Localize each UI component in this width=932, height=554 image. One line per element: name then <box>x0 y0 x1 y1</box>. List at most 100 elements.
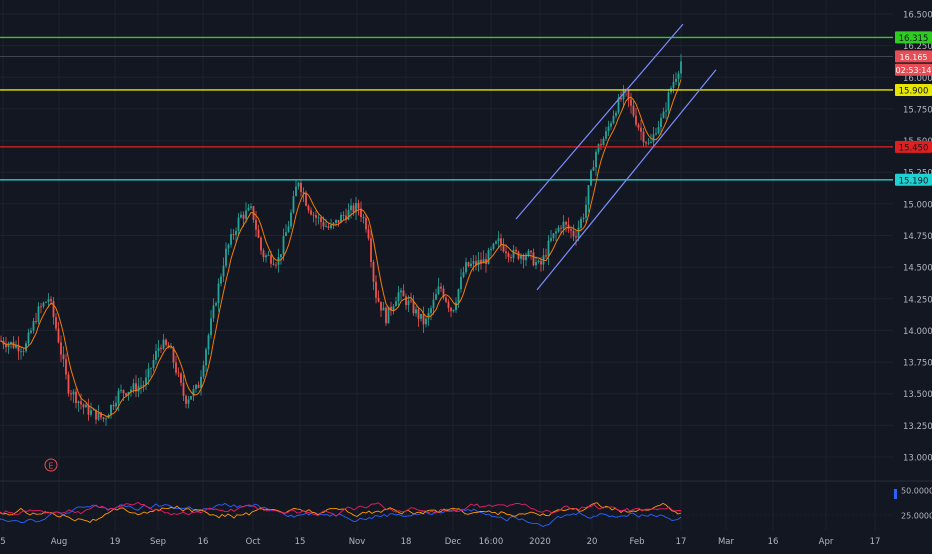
candle-body <box>332 222 335 225</box>
candle-body <box>95 409 97 420</box>
candle-body <box>347 210 350 220</box>
candle-body <box>635 115 637 125</box>
candle-body <box>540 260 542 265</box>
time-tick-label: Sep <box>150 537 166 547</box>
candle-body <box>32 321 35 331</box>
candle-body <box>337 219 340 223</box>
candle-body <box>247 207 250 211</box>
candle-body <box>452 310 455 312</box>
time-tick-label: 20 <box>587 537 598 547</box>
price-tag <box>895 63 932 76</box>
candle-body <box>467 262 470 267</box>
candle-body <box>447 301 450 308</box>
candle-body <box>355 203 357 213</box>
candle-body <box>442 288 445 298</box>
candle-body <box>47 299 50 302</box>
candle-body <box>255 219 257 230</box>
candle-body <box>50 299 52 302</box>
candle-body <box>140 385 142 387</box>
candle-body <box>492 243 495 249</box>
candle-body <box>522 255 525 261</box>
candle-body <box>242 214 245 219</box>
candle-body <box>205 349 207 366</box>
candle-body <box>395 301 397 307</box>
candle-body <box>172 347 175 363</box>
candle-body <box>415 309 417 314</box>
candle-body <box>357 203 360 209</box>
candle-body <box>572 230 575 237</box>
price-tick-label: 13.000 <box>903 454 932 464</box>
time-tick-label: 16 <box>198 537 209 547</box>
candle-body <box>90 410 92 415</box>
candle-body <box>342 215 345 216</box>
candle-body <box>582 217 585 219</box>
candle-body <box>272 263 275 265</box>
candle-body <box>445 297 447 302</box>
candle-body <box>70 393 72 395</box>
candle-body <box>257 229 260 238</box>
candle-body <box>410 300 412 302</box>
candle-body <box>182 382 185 396</box>
candle-body <box>75 391 77 404</box>
candle-body <box>460 276 462 290</box>
candle-body <box>507 253 510 257</box>
channel-upper-line <box>515 23 684 220</box>
candle-body <box>125 393 127 396</box>
earnings-event-marker[interactable]: E <box>44 458 58 472</box>
candle-body <box>495 241 497 244</box>
candle-body <box>290 212 292 227</box>
candle-body <box>302 192 305 194</box>
candle-body <box>330 224 332 228</box>
candle-body <box>67 374 70 394</box>
candle-body <box>642 131 645 143</box>
candle-body <box>315 215 317 218</box>
candle-body <box>662 111 665 118</box>
candle-body <box>85 404 87 408</box>
candle-body <box>145 377 147 386</box>
horizontal-levels <box>0 36 893 181</box>
candle-body <box>340 215 342 223</box>
candle-body <box>397 292 400 302</box>
price-tick-label: 13.500 <box>903 390 932 400</box>
candle-body <box>110 404 112 416</box>
time-tick-label: 16 <box>768 537 779 547</box>
time-tick-label: 2020 <box>529 537 551 547</box>
candle-body <box>277 257 280 265</box>
candle-body <box>650 142 652 143</box>
price-tick-label: 13.250 <box>903 422 932 432</box>
candle-body <box>440 286 442 289</box>
candle-body <box>37 306 40 322</box>
candle-body <box>260 237 262 251</box>
indicator-tick-label: 50.0000 <box>901 487 932 496</box>
price-tick-label: 14.750 <box>903 232 932 242</box>
candle-body <box>515 249 517 252</box>
trend-channel <box>515 23 717 291</box>
candle-body <box>552 233 555 239</box>
level-tag <box>895 31 932 44</box>
price-tick-label: 15.250 <box>903 169 932 179</box>
level-tag-label: 15.900 <box>899 86 929 96</box>
candle-body <box>60 342 62 355</box>
candle-body <box>237 217 240 231</box>
candle-body <box>42 302 45 307</box>
candle-body <box>502 244 505 252</box>
candle-body <box>390 306 392 311</box>
candle-body <box>595 151 597 168</box>
price-tag-label: 16.165 <box>900 53 928 62</box>
candle-body <box>20 351 22 353</box>
price-tick-label: 16.250 <box>903 42 932 52</box>
candle-body <box>630 99 632 106</box>
candle-body <box>115 402 117 407</box>
candle-body <box>62 354 65 360</box>
candle-body <box>137 386 140 392</box>
candle-body <box>102 417 105 419</box>
candle-body <box>405 296 407 306</box>
candle-body <box>470 263 472 267</box>
candle-body <box>550 238 552 241</box>
candle-body <box>427 312 430 319</box>
time-tick-label: Oct <box>246 537 261 547</box>
candle-body <box>80 401 82 405</box>
candle-body <box>72 391 75 395</box>
